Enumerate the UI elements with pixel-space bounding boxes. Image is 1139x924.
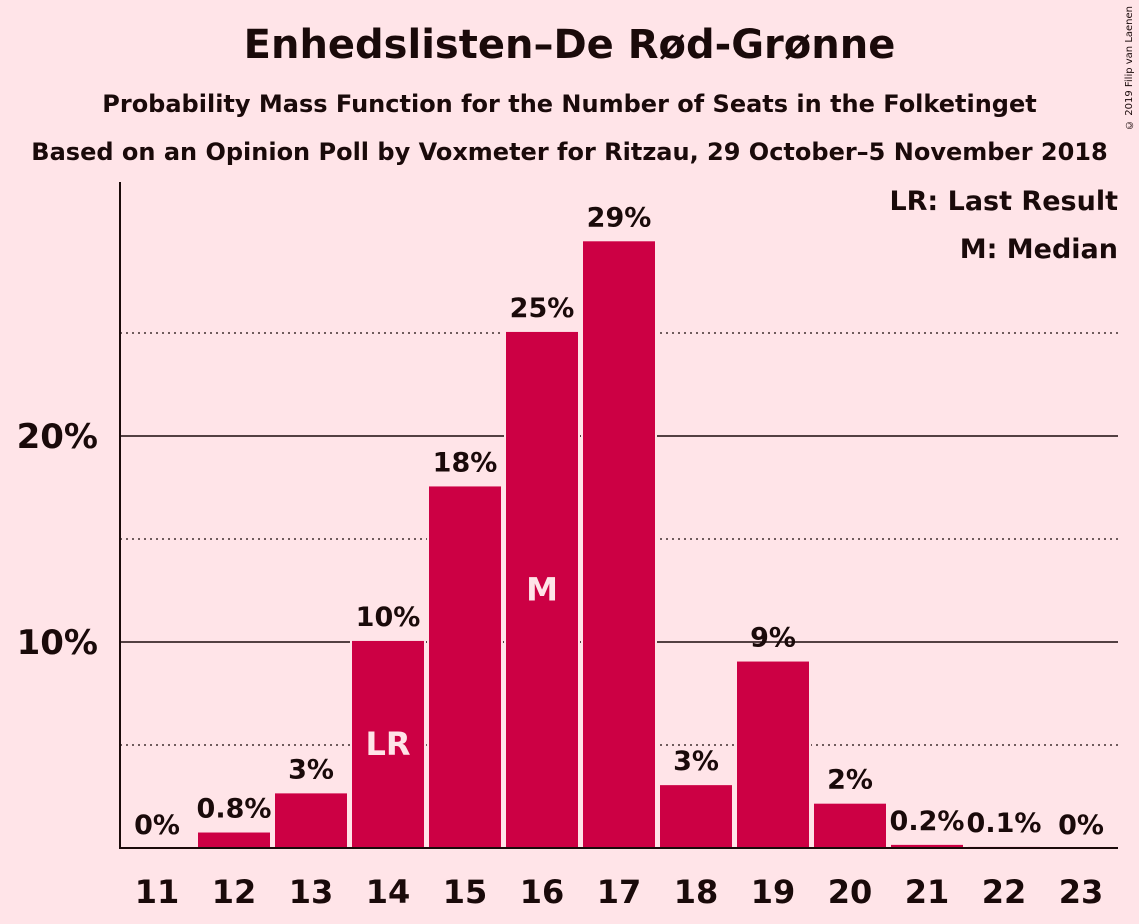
chart-subtitle-source: Based on an Opinion Poll by Voxmeter for… xyxy=(31,138,1108,166)
data-label-14: 10% xyxy=(356,602,421,633)
x-tick-label-17: 17 xyxy=(597,873,642,911)
x-tick-label-21: 21 xyxy=(905,873,950,911)
bar-14 xyxy=(350,638,426,849)
x-tick-label-15: 15 xyxy=(443,873,488,911)
x-tick-label-13: 13 xyxy=(289,873,334,911)
data-label-22: 0.1% xyxy=(967,808,1042,839)
data-label-15: 18% xyxy=(433,447,498,478)
bar-13 xyxy=(273,791,349,850)
data-label-18: 3% xyxy=(673,746,719,777)
bar-20 xyxy=(812,801,888,849)
data-label-17: 29% xyxy=(587,202,652,233)
data-label-12: 0.8% xyxy=(197,794,272,825)
bar-16 xyxy=(504,329,580,849)
y-tick-label: 20% xyxy=(17,417,98,457)
bar-18 xyxy=(658,783,734,850)
data-label-16: 25% xyxy=(510,293,575,324)
data-label-23: 0% xyxy=(1058,810,1104,841)
chart-title: Enhedslisten–De Rød-Grønne xyxy=(243,22,896,68)
data-label-11: 0% xyxy=(134,810,180,841)
x-tick-label-14: 14 xyxy=(366,873,411,911)
x-tick-label-19: 19 xyxy=(751,873,796,911)
bar-12 xyxy=(196,830,272,850)
bar-17 xyxy=(581,239,657,850)
legend-entry: LR: Last Result xyxy=(889,186,1118,217)
x-tick-label-18: 18 xyxy=(674,873,719,911)
x-tick-label-22: 22 xyxy=(982,873,1027,911)
data-label-19: 9% xyxy=(750,623,796,654)
x-tick-label-16: 16 xyxy=(520,873,565,911)
bar-marker-lr: LR xyxy=(365,725,410,763)
data-label-20: 2% xyxy=(827,765,873,796)
legend-entry: M: Median xyxy=(960,234,1118,265)
data-label-21: 0.2% xyxy=(890,806,965,837)
x-tick-label-12: 12 xyxy=(212,873,257,911)
bar-15 xyxy=(427,484,503,849)
data-label-13: 3% xyxy=(288,754,334,785)
bar-19 xyxy=(735,659,811,849)
bar-marker-m: M xyxy=(526,570,558,608)
x-tick-label-20: 20 xyxy=(828,873,873,911)
x-tick-label-23: 23 xyxy=(1059,873,1104,911)
y-tick-label: 10% xyxy=(17,623,98,663)
x-tick-label-11: 11 xyxy=(135,873,180,911)
chart-subtitle: Probability Mass Function for the Number… xyxy=(102,90,1037,118)
